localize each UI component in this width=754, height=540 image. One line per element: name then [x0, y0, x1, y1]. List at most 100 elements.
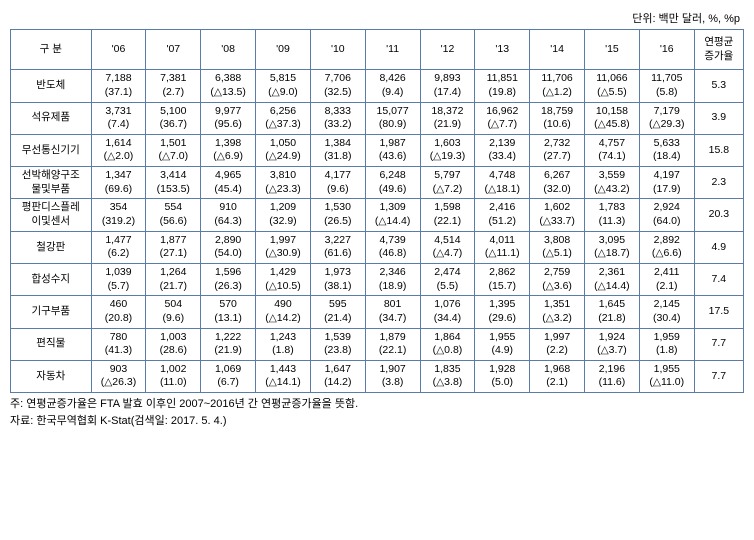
- cell-value: 2,892: [641, 234, 693, 248]
- row-category: 합성수지: [11, 263, 92, 295]
- table-row: 무선통신기기1,614(△2.0)1,501(△7.0)1,398(△6.9)1…: [11, 134, 744, 166]
- cell-value: 2,139: [476, 137, 528, 151]
- data-cell: 1,351(△3.2): [530, 296, 585, 328]
- header-year: '07: [146, 30, 201, 70]
- cell-pct: (1.8): [641, 344, 693, 358]
- cell-pct: (△6.9): [202, 150, 254, 164]
- cell-pct: (11.6): [586, 376, 638, 390]
- cell-value: 1,647: [312, 363, 364, 377]
- data-cell: 1,924(△3.7): [585, 328, 640, 360]
- data-cell: 2,474(5.5): [420, 263, 475, 295]
- table-row: 합성수지1,039(5.7)1,264(21.7)1,596(26.3)1,42…: [11, 263, 744, 295]
- cell-value: 1,955: [641, 363, 693, 377]
- data-cell: 1,835(△3.8): [420, 360, 475, 392]
- cagr-cell: 5.3: [694, 70, 743, 102]
- data-cell: 4,197(17.9): [639, 167, 694, 199]
- cell-value: 3,731: [93, 105, 145, 119]
- cell-pct: (6.7): [202, 376, 254, 390]
- footnote-line: 자료: 한국무역협회 K-Stat(검색일: 2017. 5. 4.): [10, 413, 744, 430]
- row-category: 철강판: [11, 231, 92, 263]
- unit-label: 단위: 백만 달러, %, %p: [10, 10, 744, 26]
- cell-pct: (32.0): [531, 183, 583, 197]
- cell-pct: (14.2): [312, 376, 364, 390]
- row-category: 석유제품: [11, 102, 92, 134]
- cell-value: 1,530: [312, 201, 364, 215]
- data-cell: 1,928(5.0): [475, 360, 530, 392]
- cell-pct: (△14.4): [367, 215, 419, 229]
- row-category: 선박해양구조 물및부품: [11, 167, 92, 199]
- data-cell: 10,158(△45.8): [585, 102, 640, 134]
- footnote-line: 주: 연평균증가율은 FTA 발효 이후인 2007~2016년 간 연평균증가…: [10, 396, 744, 413]
- cell-pct: (46.8): [367, 247, 419, 261]
- cell-value: 1,222: [202, 331, 254, 345]
- cell-value: 1,864: [422, 331, 474, 345]
- cell-value: 6,267: [531, 169, 583, 183]
- data-cell: 5,815(△9.0): [256, 70, 311, 102]
- cell-pct: (26.5): [312, 215, 364, 229]
- cagr-cell: 7.7: [694, 360, 743, 392]
- cell-value: 1,309: [367, 201, 419, 215]
- data-cell: 2,139(33.4): [475, 134, 530, 166]
- cell-pct: (△24.9): [257, 150, 309, 164]
- cell-pct: (△10.5): [257, 280, 309, 294]
- data-cell: 1,987(43.6): [365, 134, 420, 166]
- data-cell: 4,757(74.1): [585, 134, 640, 166]
- data-cell: 1,783(11.3): [585, 199, 640, 231]
- cagr-cell: 17.5: [694, 296, 743, 328]
- data-cell: 1,864(△0.8): [420, 328, 475, 360]
- cell-pct: (5.5): [422, 280, 474, 294]
- data-cell: 6,256(△37.3): [256, 102, 311, 134]
- header-year: '13: [475, 30, 530, 70]
- cagr-cell: 7.7: [694, 328, 743, 360]
- data-cell: 1,002(11.0): [146, 360, 201, 392]
- cell-pct: (7.4): [93, 118, 145, 132]
- cell-pct: (51.2): [476, 215, 528, 229]
- cell-pct: (△33.7): [531, 215, 583, 229]
- cell-pct: (33.2): [312, 118, 364, 132]
- data-cell: 460(20.8): [91, 296, 146, 328]
- cell-value: 903: [93, 363, 145, 377]
- table-row: 평판디스플레 이및센서354(319.2)554(56.6)910(64.3)1…: [11, 199, 744, 231]
- cell-value: 2,196: [586, 363, 638, 377]
- cell-pct: (△18.7): [586, 247, 638, 261]
- cell-value: 2,346: [367, 266, 419, 280]
- cell-value: 2,890: [202, 234, 254, 248]
- data-cell: 8,333(33.2): [310, 102, 365, 134]
- cell-value: 4,011: [476, 234, 528, 248]
- cell-value: 6,388: [202, 72, 254, 86]
- cagr-cell: 20.3: [694, 199, 743, 231]
- cell-value: 1,959: [641, 331, 693, 345]
- cell-value: 1,968: [531, 363, 583, 377]
- data-cell: 2,145(30.4): [639, 296, 694, 328]
- cell-pct: (54.0): [202, 247, 254, 261]
- cell-value: 6,248: [367, 169, 419, 183]
- cell-value: 4,757: [586, 137, 638, 151]
- cell-pct: (△29.3): [641, 118, 693, 132]
- cell-pct: (9.6): [312, 183, 364, 197]
- cell-pct: (27.7): [531, 150, 583, 164]
- header-category: 구 분: [11, 30, 92, 70]
- cell-pct: (△37.3): [257, 118, 309, 132]
- cell-value: 1,955: [476, 331, 528, 345]
- data-cell: 2,759(△3.6): [530, 263, 585, 295]
- cell-pct: (△4.7): [422, 247, 474, 261]
- table-row: 철강판1,477(6.2)1,877(27.1)2,890(54.0)1,997…: [11, 231, 744, 263]
- cell-value: 1,477: [93, 234, 145, 248]
- cell-pct: (17.9): [641, 183, 693, 197]
- data-cell: 4,965(45.4): [201, 167, 256, 199]
- header-year: '11: [365, 30, 420, 70]
- cell-value: 1,645: [586, 298, 638, 312]
- cagr-cell: 4.9: [694, 231, 743, 263]
- data-cell: 1,647(14.2): [310, 360, 365, 392]
- data-cell: 5,633(18.4): [639, 134, 694, 166]
- cell-value: 7,706: [312, 72, 364, 86]
- cell-value: 1,835: [422, 363, 474, 377]
- cell-value: 1,614: [93, 137, 145, 151]
- data-cell: 1,347(69.6): [91, 167, 146, 199]
- cell-value: 11,706: [531, 72, 583, 86]
- cell-value: 1,429: [257, 266, 309, 280]
- data-cell: 1,959(1.8): [639, 328, 694, 360]
- cagr-cell: 2.3: [694, 167, 743, 199]
- cell-value: 354: [93, 201, 145, 215]
- cell-pct: (32.5): [312, 86, 364, 100]
